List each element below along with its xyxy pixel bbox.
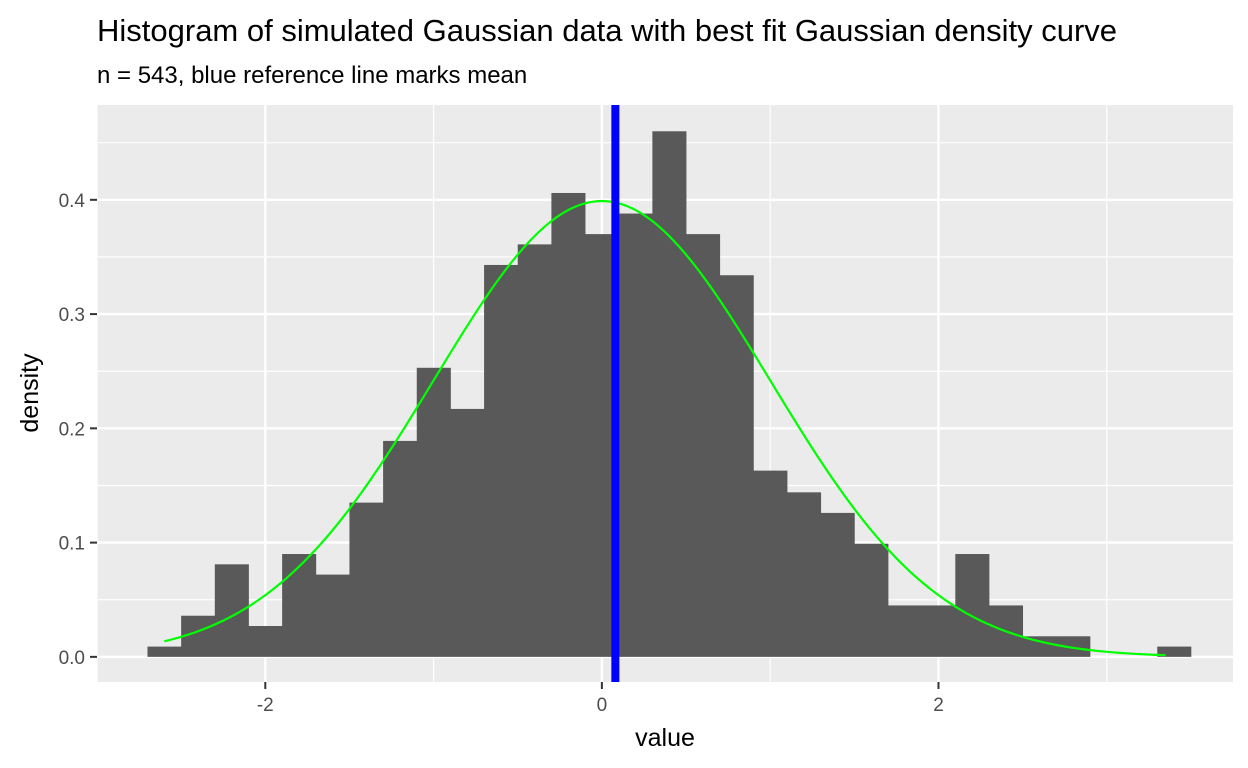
histogram-bar [887,605,923,657]
y-tick-label: 0.1 [59,534,85,555]
histogram-bar [349,502,384,657]
histogram-bar [719,275,754,657]
chart-subtitle: n = 543, blue reference line marks mean [97,62,527,89]
histogram-bar [686,234,721,657]
histogram-bar [854,543,889,657]
histogram-bar [315,574,350,657]
x-axis-title: value [635,724,695,752]
y-axis-title: density [16,353,44,433]
histogram-bar [484,264,519,657]
histogram-bar [787,492,822,657]
histogram-bar [517,244,552,657]
histogram-bar [282,554,317,657]
histogram-bar [1157,646,1192,657]
histogram-bar [1022,636,1057,657]
histogram-bar [753,470,788,657]
x-tick-label: -2 [257,695,274,716]
histogram-bar [248,626,283,657]
histogram-bar [181,615,216,657]
histogram-bar [383,440,418,657]
histogram-bar [450,408,485,657]
density-curve [164,199,1166,657]
histogram-bar [551,192,586,657]
x-tick-label: 2 [933,695,944,716]
chart-title: Histogram of simulated Gaussian data wit… [97,13,1117,48]
histogram-bars [147,131,1192,657]
histogram-bar [652,131,687,657]
y-tick-label: 0.3 [59,305,85,326]
y-axis-ticks: 0.0 0.1 0.2 0.3 0.4 [59,191,97,669]
histogram-bar [955,554,990,657]
histogram-bar [147,646,182,657]
y-tick-label: 0.0 [59,648,85,669]
histogram-bar [820,512,855,657]
density-curve-layer [164,199,1166,657]
histogram-bar [1056,636,1091,657]
histogram-bar [416,367,451,657]
x-tick-label: 0 [597,695,608,716]
x-axis-ticks: -2 0 2 [257,682,944,716]
histogram-bar [618,213,653,657]
y-tick-label: 0.2 [59,419,85,440]
histogram-bar [921,605,956,657]
y-tick-label: 0.4 [59,191,86,212]
